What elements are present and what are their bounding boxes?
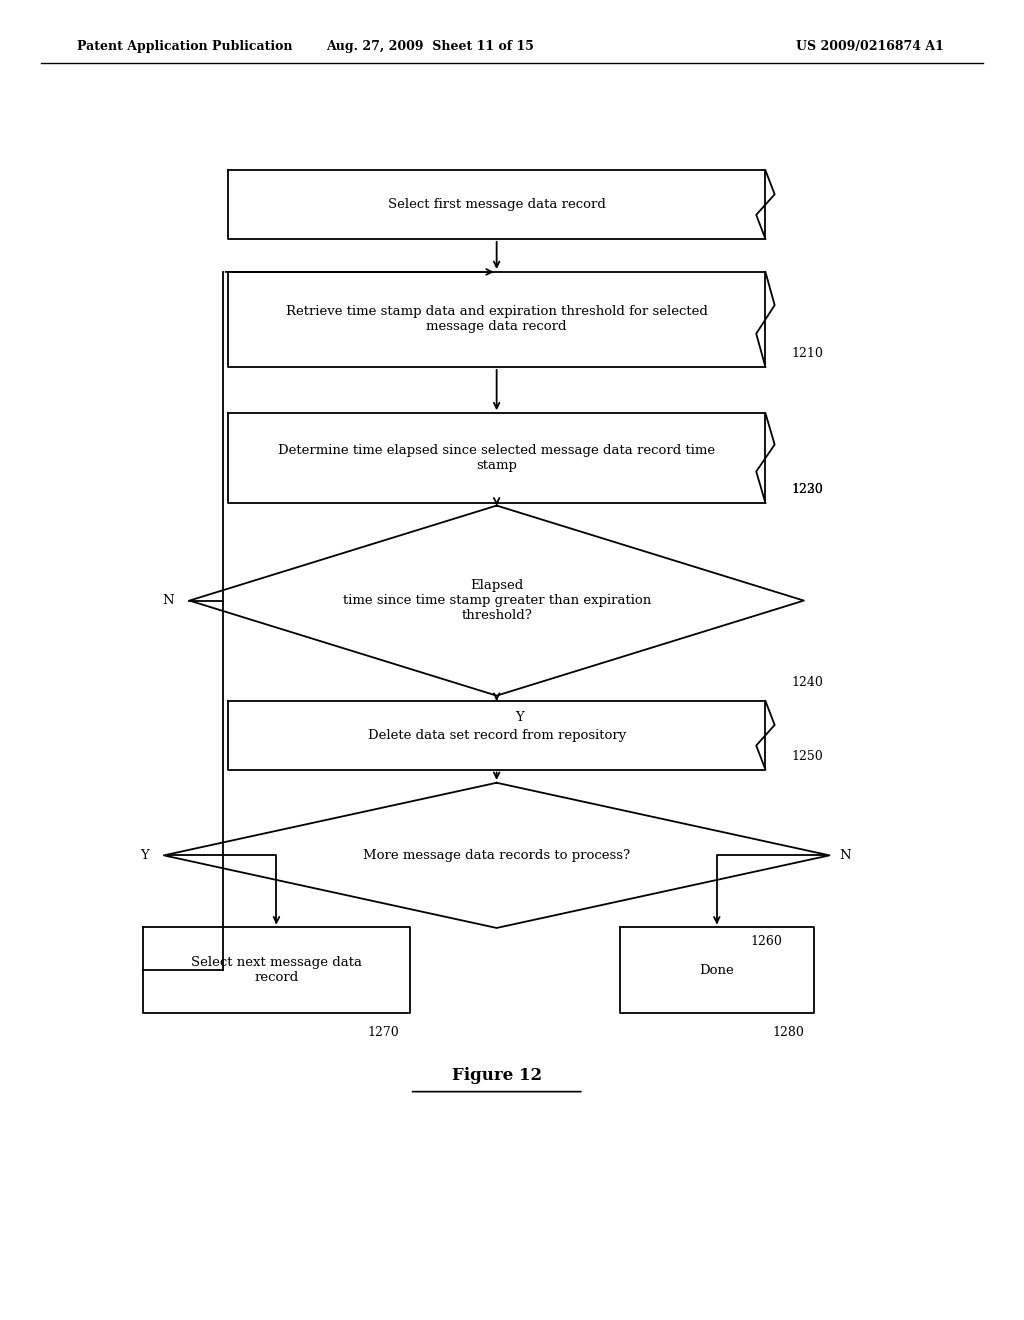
Text: US 2009/0216874 A1: US 2009/0216874 A1 <box>797 40 944 53</box>
Text: Done: Done <box>699 964 734 977</box>
Text: 1220: 1220 <box>792 483 823 496</box>
Text: Elapsed
time since time stamp greater than expiration
threshold?: Elapsed time since time stamp greater th… <box>342 579 651 622</box>
Text: More message data records to process?: More message data records to process? <box>364 849 630 862</box>
Text: Select next message data
record: Select next message data record <box>191 956 361 985</box>
Text: 1250: 1250 <box>792 750 823 763</box>
Text: 1240: 1240 <box>792 676 823 689</box>
Text: N: N <box>163 594 174 607</box>
Text: N: N <box>840 849 851 862</box>
Text: Patent Application Publication: Patent Application Publication <box>77 40 292 53</box>
Text: 1260: 1260 <box>750 935 782 948</box>
Text: 1270: 1270 <box>368 1027 399 1039</box>
Text: Figure 12: Figure 12 <box>452 1068 542 1084</box>
Text: Determine time elapsed since selected message data record time
stamp: Determine time elapsed since selected me… <box>279 444 715 473</box>
Text: Aug. 27, 2009  Sheet 11 of 15: Aug. 27, 2009 Sheet 11 of 15 <box>326 40 535 53</box>
Text: Delete data set record from repository: Delete data set record from repository <box>368 729 626 742</box>
Text: Select first message data record: Select first message data record <box>388 198 605 211</box>
Text: 1280: 1280 <box>772 1027 804 1039</box>
Text: Y: Y <box>139 849 148 862</box>
Text: Y: Y <box>515 711 524 725</box>
Text: 1210: 1210 <box>792 347 823 360</box>
Text: Retrieve time stamp data and expiration threshold for selected
message data reco: Retrieve time stamp data and expiration … <box>286 305 708 334</box>
Text: 1230: 1230 <box>792 483 823 496</box>
